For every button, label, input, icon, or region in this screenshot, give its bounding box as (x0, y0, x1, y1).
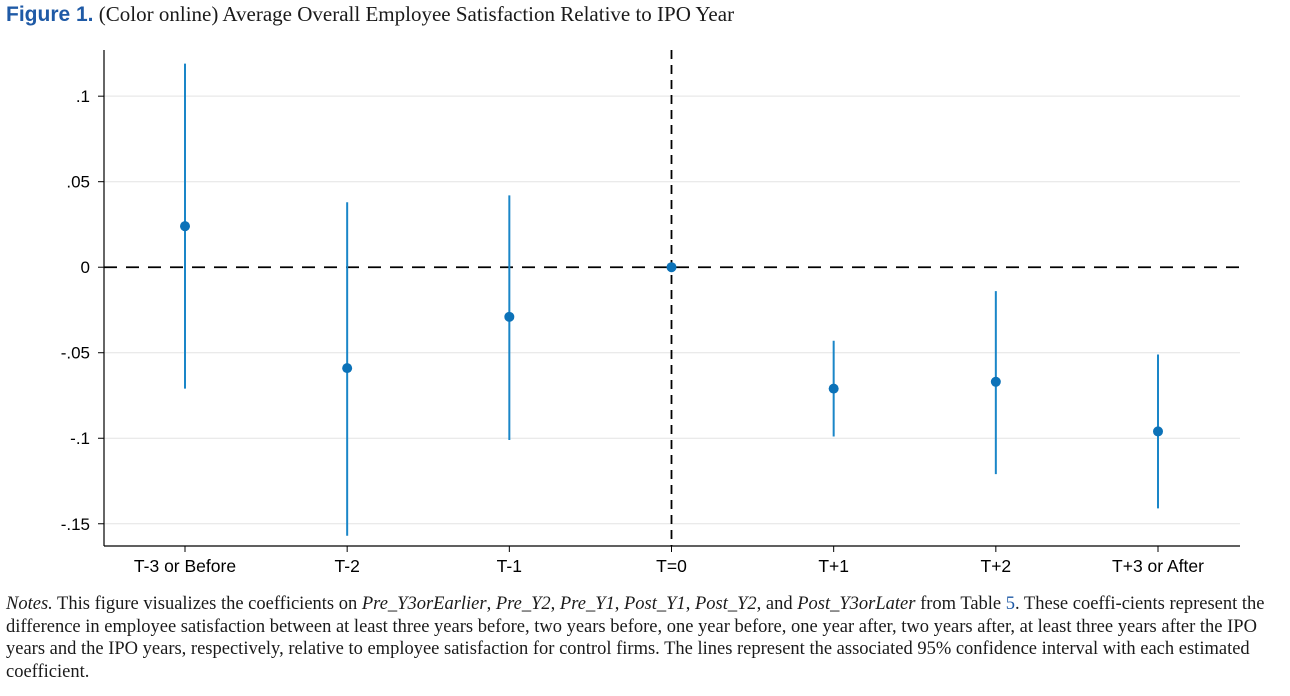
coefficient-point (666, 262, 677, 273)
coefficient-plot: .1 .05 0 -.05 -.1 -.15 T-3 or Before T-2 T-1 T=0 T… (61, 50, 1240, 576)
figure-title: (Color online) Average Overall Employee … (98, 2, 735, 26)
var-post-y3: Post_Y3orLater (797, 594, 916, 614)
x-tick-label: T+2 (981, 556, 1012, 576)
x-tick-label: T-1 (497, 556, 522, 576)
coefficient-point (828, 383, 839, 394)
table-link[interactable]: 5 (1005, 594, 1016, 614)
figure-label: Figure 1. (6, 3, 94, 26)
notes-sep: , (685, 594, 695, 614)
notes-text-2: from Table (915, 594, 1006, 614)
var-post-y1: Post_Y1 (624, 594, 686, 614)
y-tick-label: 0 (81, 258, 90, 277)
figure-notes: Notes. This figure visualizes the coeffi… (6, 593, 1286, 683)
y-tick-label: .1 (76, 87, 90, 106)
notes-text-1: This figure visualizes the coefficients … (52, 594, 362, 614)
coefficient-point (342, 363, 353, 374)
var-post-y2: Post_Y2 (694, 594, 757, 614)
notes-sep: , (550, 594, 560, 614)
x-tick-label: T=0 (656, 556, 687, 576)
notes-text-3: . These coeffi-cients represent the diff… (6, 594, 1265, 682)
var-pre-y3: Pre_Y3orEarlier (361, 594, 487, 614)
y-tick-label: -.1 (70, 429, 90, 448)
notes-lead: Notes. (6, 594, 53, 614)
x-tick-label: T-3 or Before (134, 556, 236, 576)
x-tick-label: T+1 (818, 556, 849, 576)
notes-sep: , (614, 594, 624, 614)
y-tick-label: -.15 (61, 515, 90, 534)
y-tick-label: -.05 (61, 344, 90, 363)
y-tick-label: .05 (66, 173, 90, 192)
x-tick-label: T+3 or After (1112, 556, 1204, 576)
coefficient-point (990, 376, 1001, 387)
coefficient-point (180, 221, 190, 232)
coefficient-point (504, 311, 515, 322)
figure-caption-title: Figure 1. (Color online) Average Overall… (6, 2, 734, 27)
notes-and: , and (756, 594, 798, 614)
var-pre-y2: Pre_Y2 (495, 594, 551, 614)
notes-sep: , (486, 594, 496, 614)
x-tick-label: T-2 (335, 556, 360, 576)
var-pre-y1: Pre_Y1 (559, 594, 615, 614)
coefficient-point (1153, 426, 1163, 437)
